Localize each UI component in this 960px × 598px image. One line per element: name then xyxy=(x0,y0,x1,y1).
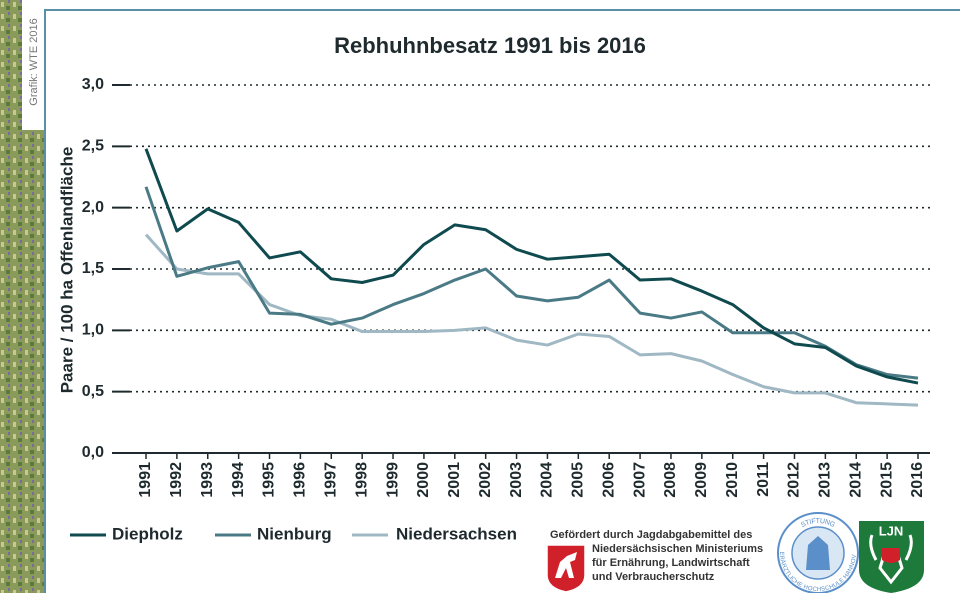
x-tick-label: 2002 xyxy=(477,462,494,498)
logo-text: STIFTUNG xyxy=(800,518,836,529)
x-tick-label: 1994 xyxy=(230,462,247,498)
x-tick-label: 2016 xyxy=(909,462,926,498)
x-tick-label: 2014 xyxy=(847,462,864,498)
logo-text: STIFTUNG xyxy=(800,518,836,529)
x-tick-label: 2005 xyxy=(570,462,587,498)
funding-text: und Verbraucherschutz xyxy=(592,571,715,583)
y-tick-label: 2,5 xyxy=(82,138,104,155)
legend-label: Diepholz xyxy=(112,524,183,543)
x-tick-label: 2004 xyxy=(539,462,556,498)
x-tick-label: 1991 xyxy=(137,462,154,498)
x-tick-label: 2000 xyxy=(415,462,432,498)
x-tick-label: 1999 xyxy=(384,462,401,498)
x-tick-label: 1992 xyxy=(168,462,185,498)
frame-border xyxy=(44,9,960,593)
x-tick-label: 1993 xyxy=(199,462,216,498)
x-tick-label: 2001 xyxy=(446,462,463,498)
logo-tiho xyxy=(777,512,859,594)
x-tick-label: 1996 xyxy=(292,462,309,498)
x-tick-label: 2003 xyxy=(508,462,525,498)
logo-ljn xyxy=(859,521,924,593)
y-tick-label: 3,0 xyxy=(82,76,104,93)
series-line xyxy=(144,186,919,380)
x-tick-label: 2008 xyxy=(662,462,679,498)
x-tick-label: 2009 xyxy=(693,462,710,498)
logo-niedersachsen xyxy=(546,544,586,593)
y-tick-label: 1,0 xyxy=(82,322,104,339)
source-bg xyxy=(22,0,45,130)
y-tick-label: 0,5 xyxy=(82,383,104,400)
x-tick-label: 2011 xyxy=(755,462,772,497)
chart-title: Rebhuhnbesatz 1991 bis 2016 xyxy=(334,33,646,58)
frame xyxy=(45,10,960,593)
x-tick-label: 2015 xyxy=(878,462,895,498)
funding-text: für Ernährung, Landwirtschaft xyxy=(592,557,750,569)
y-tick-label: 2,0 xyxy=(82,199,104,216)
legend-label: Niedersachsen xyxy=(396,524,517,543)
x-tick-label: 2007 xyxy=(631,462,648,498)
y-axis-label: Paare / 100 ha Offenlandfläche xyxy=(57,147,76,394)
x-tick-label: 1995 xyxy=(261,462,278,498)
funding-text: Niedersächsischen Ministeriums xyxy=(592,543,763,555)
x-tick-label: 1998 xyxy=(353,462,370,498)
series-line xyxy=(144,148,919,385)
x-tick-label: 2013 xyxy=(817,462,834,498)
x-tick-label: 2006 xyxy=(600,462,617,498)
legend-label: Nienburg xyxy=(257,524,332,543)
y-tick-label: 1,5 xyxy=(82,260,104,277)
series-line xyxy=(144,233,919,407)
source: Grafik: WTE 2016 xyxy=(28,18,40,105)
funding-text: Gefördert durch Jagdabgabemittel des xyxy=(550,529,752,541)
x-tick-label: 2010 xyxy=(724,462,741,498)
logo-text: LJN xyxy=(879,523,904,538)
y-tick-label: 0,0 xyxy=(82,444,104,461)
x-tick-label: 2012 xyxy=(786,462,803,498)
x-tick-label: 1997 xyxy=(322,462,339,498)
